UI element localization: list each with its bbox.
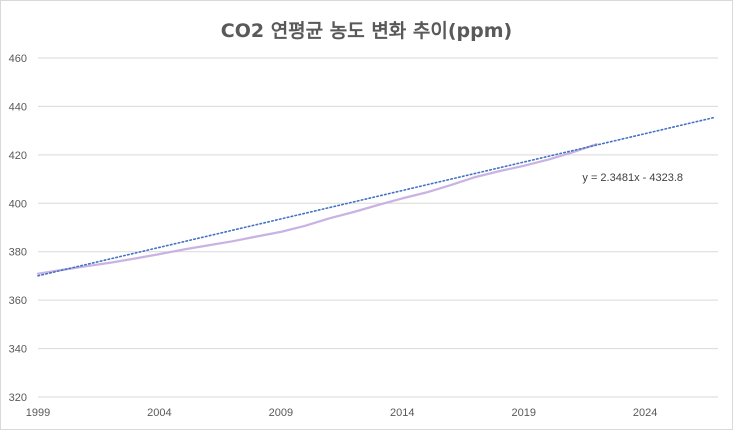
y-tick-label: 400 — [9, 198, 27, 210]
data-point — [401, 197, 403, 200]
data-point — [37, 273, 39, 275]
y-tick-label: 440 — [9, 101, 27, 113]
data-point — [547, 159, 549, 161]
x-tick-label: 2014 — [390, 407, 414, 419]
data-point — [571, 151, 573, 154]
series-line-0 — [36, 143, 598, 275]
data-point — [207, 244, 209, 247]
y-tick-label: 340 — [9, 344, 27, 356]
trendline — [37, 116, 714, 277]
x-tick-label: 2009 — [269, 407, 293, 419]
chart-title: CO2 연평균 농도 변화 추이(ppm) — [220, 20, 513, 42]
gridlines — [38, 57, 718, 398]
data-point — [474, 176, 476, 178]
trendline-group: y = 2.3481x - 4323.8 — [37, 116, 714, 277]
data-point — [450, 184, 452, 186]
x-tick-label: 2024 — [633, 407, 657, 419]
data-point — [158, 253, 161, 255]
data-point — [498, 170, 501, 172]
y-axis-tick-labels: 320 340 360 380 400 420 440 460 — [9, 53, 27, 404]
data-point — [85, 265, 88, 267]
data-point — [255, 235, 258, 238]
data-point — [183, 248, 185, 251]
x-tick-label: 2019 — [511, 407, 535, 419]
data-point — [523, 165, 525, 167]
data-point — [328, 217, 331, 219]
y-tick-label: 320 — [9, 392, 27, 404]
x-axis-tick-labels: 1999 2004 2009 2014 2019 2024 — [26, 407, 658, 419]
data-point — [231, 240, 233, 242]
x-tick-label: 2004 — [147, 407, 171, 419]
y-tick-label: 460 — [9, 53, 27, 65]
y-tick-label: 360 — [9, 295, 27, 307]
data-point — [304, 225, 306, 227]
x-tick-label: 1999 — [26, 407, 50, 419]
data-point — [110, 262, 112, 264]
data-point — [280, 231, 282, 233]
data-point — [353, 211, 355, 213]
series-group — [36, 143, 598, 275]
y-tick-label: 420 — [9, 150, 27, 162]
data-point — [377, 204, 379, 206]
data-point — [425, 191, 428, 193]
trendline-equation: y = 2.3481x - 4323.8 — [582, 172, 683, 184]
y-tick-label: 380 — [9, 247, 27, 259]
data-point — [134, 257, 136, 260]
